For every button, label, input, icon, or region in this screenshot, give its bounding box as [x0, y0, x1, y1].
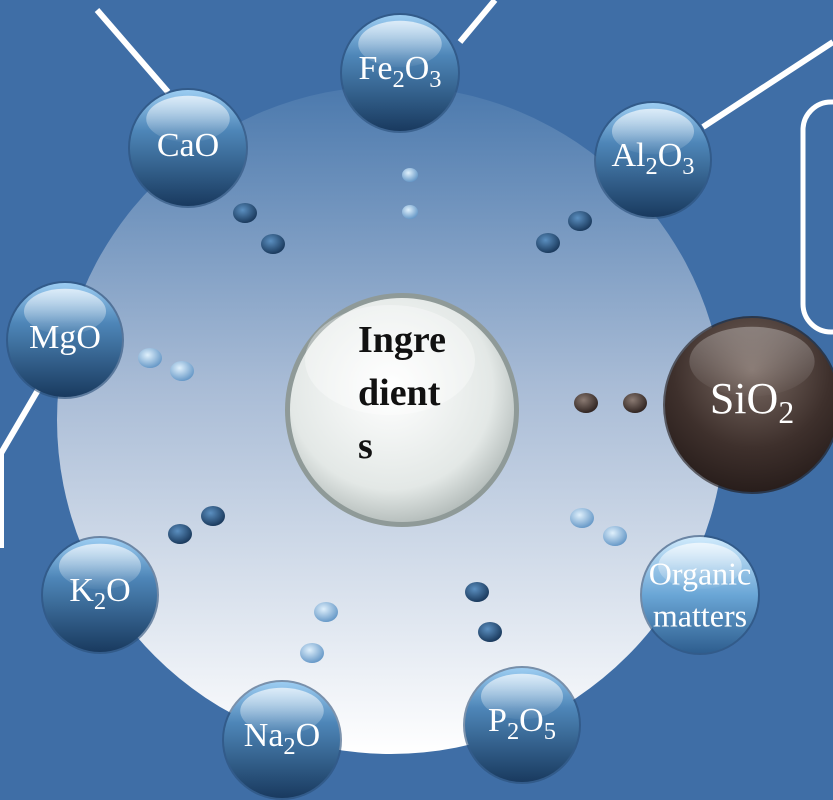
dot	[478, 622, 502, 642]
center-text-line: Ingre	[358, 319, 446, 361]
node-label-subscript: 2	[507, 718, 519, 745]
node: CaO	[128, 88, 248, 208]
dot	[138, 348, 162, 368]
node-label-subscript: 2	[392, 66, 404, 93]
node-shine	[658, 542, 742, 590]
node: Al2O3	[594, 101, 712, 219]
node-label-subscript: 2	[645, 153, 657, 180]
center-circle	[290, 298, 514, 522]
node-label-subscript: 2	[94, 588, 106, 615]
side-frame	[800, 99, 833, 335]
connectors	[0, 0, 833, 548]
node: MgO	[6, 281, 124, 399]
dot	[233, 203, 257, 223]
node-label-part: Al	[611, 137, 645, 174]
node: Fe2O3	[340, 13, 460, 133]
dots	[138, 168, 647, 663]
node: P2O5	[463, 666, 581, 784]
dot	[168, 524, 192, 544]
node-label-subscript: 3	[429, 66, 441, 93]
node-label-part: O	[658, 137, 683, 174]
node-label: MgO	[29, 319, 101, 356]
node-label: Na2O	[244, 717, 320, 760]
node-label-subscript: 5	[544, 718, 556, 745]
node-label-part: P	[488, 702, 507, 739]
center-text-line: dient	[358, 372, 441, 414]
dot	[402, 205, 418, 219]
node-label-subscript: 3	[682, 153, 694, 180]
connector	[701, 39, 833, 130]
dot	[402, 168, 418, 182]
node-shine	[146, 95, 230, 143]
node-label: Organic	[649, 555, 751, 591]
dot	[314, 602, 338, 622]
node-shine	[23, 288, 107, 335]
dot	[170, 361, 194, 381]
node-shine	[358, 20, 442, 68]
node-label-part: O	[106, 572, 131, 609]
node-shine	[689, 326, 815, 397]
node-label-part: CaO	[157, 127, 219, 164]
node: K2O	[41, 536, 159, 654]
dot	[536, 233, 560, 253]
connector	[94, 8, 171, 94]
dot	[465, 582, 489, 602]
node-label-part: SiO	[710, 374, 778, 423]
node-label: SiO2	[710, 374, 794, 430]
dot	[623, 393, 647, 413]
node-label: matters	[653, 597, 747, 633]
dot	[603, 526, 627, 546]
connector	[0, 388, 41, 457]
center-shine	[305, 305, 475, 415]
node-label-part: Na	[244, 717, 284, 754]
node-label: K2O	[69, 572, 130, 615]
node-shine	[480, 673, 564, 720]
node: Na2O	[222, 680, 342, 800]
dot	[300, 643, 324, 663]
center-text-line: s	[358, 425, 373, 467]
node-label: P2O5	[488, 702, 556, 745]
node-label: Al2O3	[611, 137, 694, 180]
dot	[261, 234, 285, 254]
node-label-part: MgO	[29, 319, 101, 356]
connector	[457, 0, 498, 44]
node-label-subscript: 2	[778, 395, 794, 430]
node-label-part: O	[296, 717, 321, 754]
node: Organic matters	[640, 535, 760, 655]
node-shine	[611, 108, 695, 155]
dot	[568, 211, 592, 231]
node-label: CaO	[157, 127, 219, 164]
node: SiO2	[663, 316, 833, 494]
node-label-subscript: 2	[283, 733, 295, 760]
node-label: Fe2O3	[358, 50, 441, 93]
node-label-part: Fe	[358, 50, 392, 87]
node-shine	[58, 543, 142, 590]
center-label: Ingre dient s	[358, 319, 446, 467]
node-label-part: O	[405, 50, 430, 87]
node-shine	[240, 687, 324, 735]
dot	[201, 506, 225, 526]
node-label-part: O	[519, 702, 544, 739]
dot	[574, 393, 598, 413]
node-label-part: K	[69, 572, 94, 609]
dot	[570, 508, 594, 528]
